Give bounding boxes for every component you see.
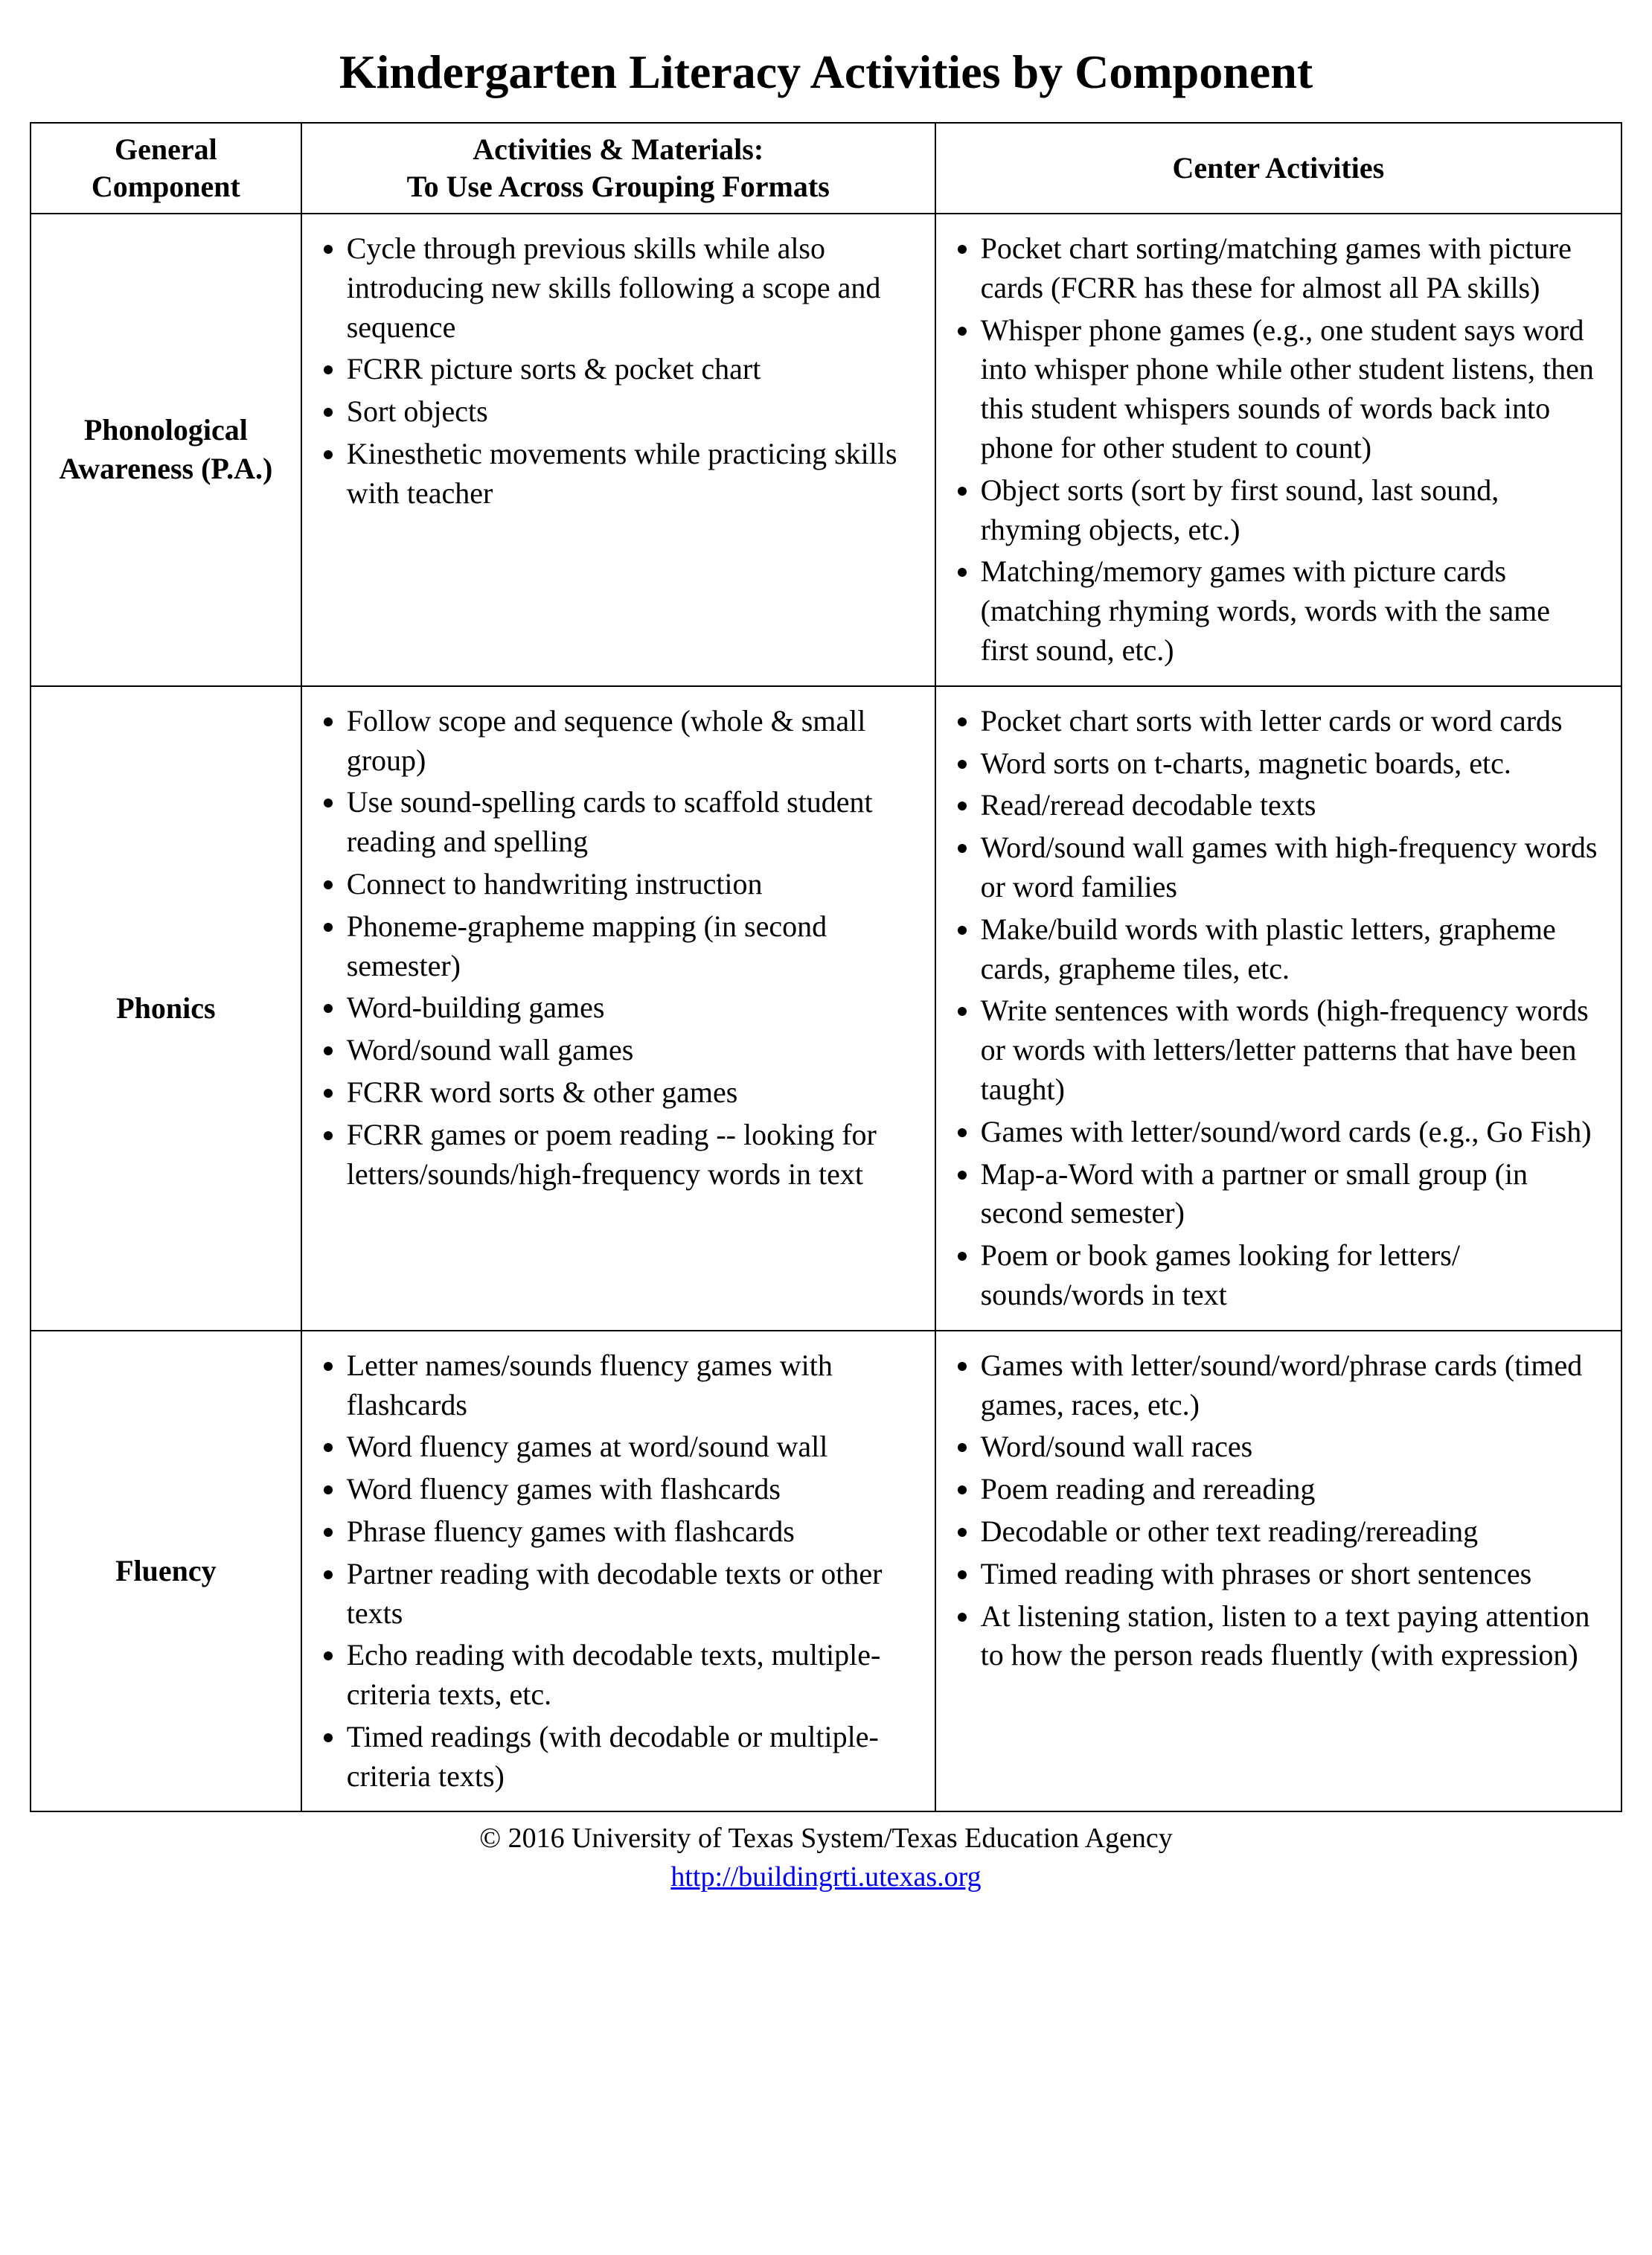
- list-item: Phrase fluency games with flashcards: [347, 1512, 917, 1552]
- list-item: Word fluency games with flashcards: [347, 1470, 917, 1509]
- list-item: FCRR picture sorts & pocket chart: [347, 350, 917, 389]
- list-item: Read/reread decodable texts: [981, 786, 1603, 825]
- document-page: Kindergarten Literacy Activities by Comp…: [30, 45, 1622, 1896]
- list-item: Word/sound wall games: [347, 1031, 917, 1070]
- list-item: Timed reading with phrases or short sent…: [981, 1555, 1603, 1594]
- list-item: At listening station, listen to a text p…: [981, 1597, 1603, 1676]
- list-item: Word-building games: [347, 988, 917, 1028]
- centers-list: Games with letter/sound/word/phrase card…: [947, 1346, 1603, 1675]
- centers-cell: Pocket chart sorts with letter cards or …: [935, 686, 1621, 1331]
- list-item: Letter names/sounds fluency games with f…: [347, 1346, 917, 1425]
- header-activities-line2: To Use Across Grouping Formats: [407, 170, 830, 203]
- list-item: Matching/memory games with picture cards…: [981, 552, 1603, 670]
- list-item: FCRR games or poem reading -- looking fo…: [347, 1116, 917, 1194]
- list-item: Partner reading with decodable texts or …: [347, 1555, 917, 1634]
- list-item: Games with letter/sound/word cards (e.g.…: [981, 1113, 1603, 1152]
- list-item: FCRR word sorts & other games: [347, 1073, 917, 1113]
- list-item: Whisper phone games (e.g., one student s…: [981, 311, 1603, 468]
- list-item: Write sentences with words (high-frequen…: [981, 991, 1603, 1109]
- list-item: Decodable or other text reading/rereadin…: [981, 1512, 1603, 1552]
- centers-cell: Games with letter/sound/word/phrase card…: [935, 1331, 1621, 1812]
- list-item: Object sorts (sort by first sound, last …: [981, 471, 1603, 550]
- list-item: Connect to handwriting instruction: [347, 865, 917, 904]
- centers-list: Pocket chart sorts with letter cards or …: [947, 702, 1603, 1315]
- list-item: Make/build words with plastic letters, g…: [981, 910, 1603, 989]
- table-header-row: General Component Activities & Materials…: [31, 123, 1621, 214]
- list-item: Follow scope and sequence (whole & small…: [347, 702, 917, 781]
- list-item: Games with letter/sound/word/phrase card…: [981, 1346, 1603, 1425]
- header-general-component: General Component: [31, 123, 301, 214]
- activities-list: Cycle through previous skills while also…: [313, 229, 917, 514]
- copyright-text: © 2016 University of Texas System/Texas …: [479, 1823, 1173, 1854]
- list-item: Echo reading with decodable texts, multi…: [347, 1636, 917, 1715]
- list-item: Cycle through previous skills while also…: [347, 229, 917, 347]
- list-item: Poem or book games looking for letters/ …: [981, 1236, 1603, 1315]
- list-item: Timed readings (with decodable or multip…: [347, 1718, 917, 1797]
- page-title: Kindergarten Literacy Activities by Comp…: [30, 45, 1622, 100]
- table-body: Phonological Awareness (P.A.) Cycle thro…: [31, 214, 1621, 1811]
- centers-cell: Pocket chart sorting/matching games with…: [935, 214, 1621, 686]
- list-item: Word sorts on t-charts, magnetic boards,…: [981, 744, 1603, 784]
- list-item: Word/sound wall races: [981, 1427, 1603, 1467]
- table-row: Phonics Follow scope and sequence (whole…: [31, 686, 1621, 1331]
- list-item: Pocket chart sorting/matching games with…: [981, 229, 1603, 308]
- list-item: Sort objects: [347, 392, 917, 432]
- header-activities-materials: Activities & Materials: To Use Across Gr…: [301, 123, 935, 214]
- list-item: Poem reading and rereading: [981, 1470, 1603, 1509]
- list-item: Word fluency games at word/sound wall: [347, 1427, 917, 1467]
- table-row: Fluency Letter names/sounds fluency game…: [31, 1331, 1621, 1812]
- centers-list: Pocket chart sorting/matching games with…: [947, 229, 1603, 671]
- header-activities-line1: Activities & Materials:: [473, 132, 763, 166]
- activities-table: General Component Activities & Materials…: [30, 122, 1622, 1812]
- list-item: Phoneme-grapheme mapping (in second seme…: [347, 907, 917, 986]
- list-item: Map-a-Word with a partner or small group…: [981, 1155, 1603, 1234]
- activities-cell: Cycle through previous skills while also…: [301, 214, 935, 686]
- footer: © 2016 University of Texas System/Texas …: [30, 1820, 1622, 1896]
- component-cell: Phonological Awareness (P.A.): [31, 214, 301, 686]
- activities-list: Letter names/sounds fluency games with f…: [313, 1346, 917, 1797]
- footer-link[interactable]: http://buildingrti.utexas.org: [670, 1861, 981, 1893]
- list-item: Kinesthetic movements while practicing s…: [347, 435, 917, 514]
- component-cell: Phonics: [31, 686, 301, 1331]
- list-item: Use sound-spelling cards to scaffold stu…: [347, 783, 917, 862]
- list-item: Word/sound wall games with high-frequenc…: [981, 828, 1603, 907]
- activities-cell: Letter names/sounds fluency games with f…: [301, 1331, 935, 1812]
- activities-cell: Follow scope and sequence (whole & small…: [301, 686, 935, 1331]
- list-item: Pocket chart sorts with letter cards or …: [981, 702, 1603, 741]
- table-row: Phonological Awareness (P.A.) Cycle thro…: [31, 214, 1621, 686]
- component-cell: Fluency: [31, 1331, 301, 1812]
- activities-list: Follow scope and sequence (whole & small…: [313, 702, 917, 1194]
- header-center-activities: Center Activities: [935, 123, 1621, 214]
